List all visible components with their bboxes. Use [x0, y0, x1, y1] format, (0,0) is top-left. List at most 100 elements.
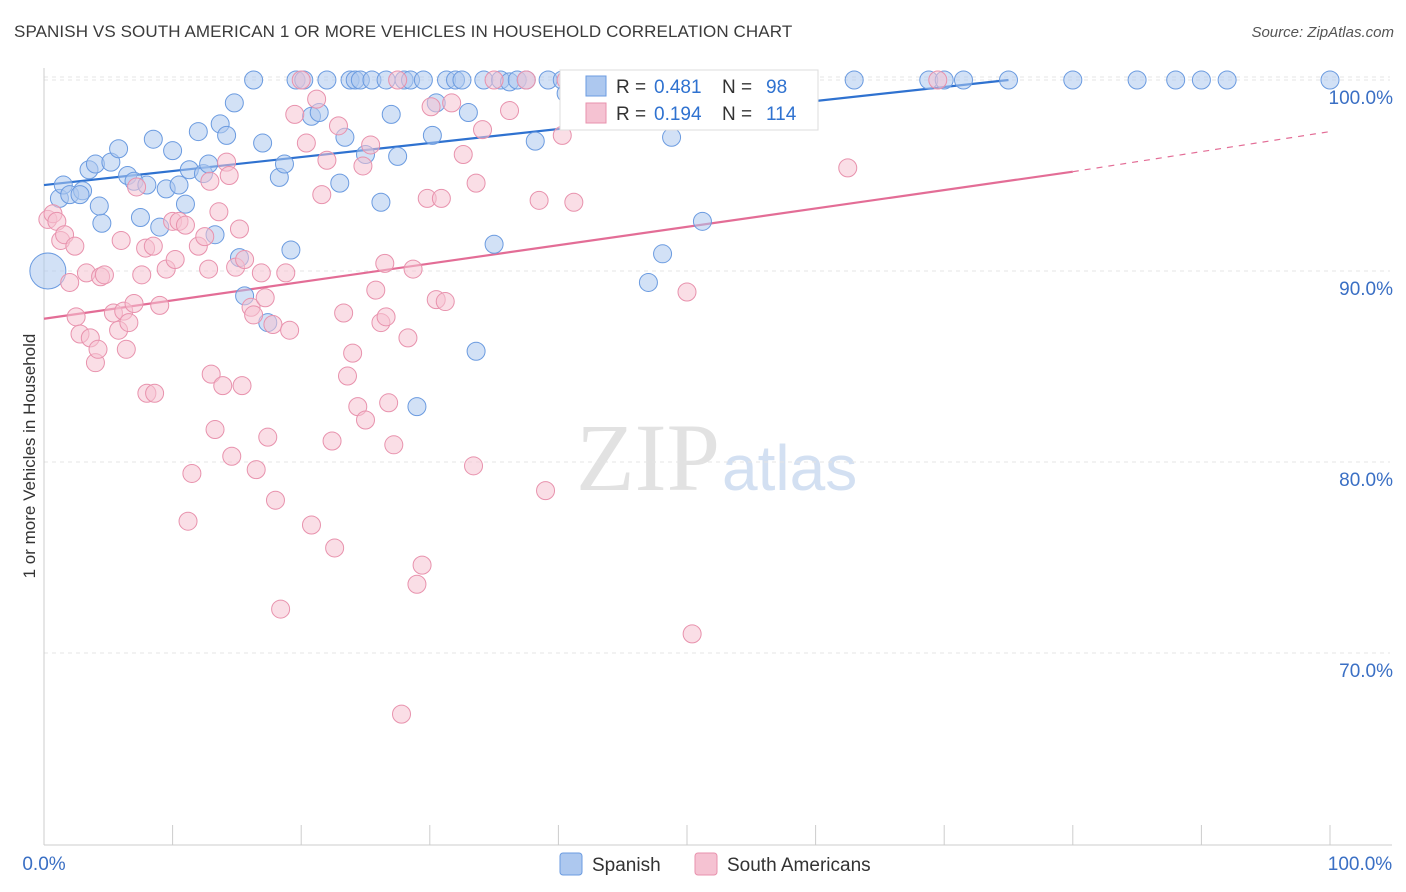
point-south-americans — [412, 555, 432, 575]
point-south-americans — [453, 144, 473, 164]
point-south-americans — [928, 70, 948, 90]
point-south-americans — [150, 295, 170, 315]
point-south-americans — [127, 177, 147, 197]
point-spanish — [413, 70, 433, 90]
point-south-americans — [301, 515, 321, 535]
stats-n-label-spanish: N = — [722, 77, 752, 98]
point-south-americans — [407, 574, 427, 594]
stats-legend: R = 0.481 N = 98 R = 0.194 N = 114 — [559, 69, 819, 131]
point-spanish — [188, 122, 208, 142]
point-south-americans — [384, 435, 404, 455]
point-south-americans — [276, 263, 296, 283]
point-south-americans — [124, 293, 144, 313]
point-south-americans — [232, 376, 252, 396]
point-south-americans — [94, 265, 114, 285]
point-south-americans — [285, 104, 305, 124]
legend-swatch-spanish — [559, 852, 583, 876]
point-spanish — [281, 240, 301, 260]
point-spanish — [330, 173, 350, 193]
point-south-americans — [516, 70, 536, 90]
point-south-americans — [838, 158, 858, 178]
stats-swatch-spanish — [585, 75, 607, 97]
legend-label-spanish: Spanish — [592, 855, 661, 876]
point-spanish — [525, 131, 545, 151]
point-south-americans — [143, 236, 163, 256]
point-spanish — [407, 397, 427, 417]
point-south-americans — [200, 171, 220, 191]
point-south-americans — [244, 305, 264, 325]
point-south-americans — [403, 259, 423, 279]
stats-swatch-south-americans — [585, 102, 607, 124]
y-tick-label: 70.0% — [1339, 661, 1393, 682]
point-south-americans — [356, 410, 375, 430]
point-spanish — [70, 185, 90, 205]
watermark: ZIP atlas — [576, 404, 857, 511]
point-south-americans — [442, 93, 462, 113]
stats-r-value-spanish: 0.481 — [654, 77, 702, 98]
trend-line-south-americans — [43, 170, 1073, 320]
point-spanish — [458, 102, 478, 122]
point-south-americans — [175, 215, 195, 235]
point-south-americans — [484, 70, 504, 90]
point-south-americans — [322, 431, 342, 451]
point-spanish — [1063, 70, 1083, 90]
point-south-americans — [265, 490, 285, 510]
point-south-americans — [421, 97, 441, 117]
tick-labels: 70.0% 80.0% 90.0% 100.0% 0.0% 100.0% — [22, 88, 1393, 875]
point-spanish — [1191, 70, 1211, 90]
point-south-americans — [66, 307, 86, 327]
point-south-americans — [366, 280, 386, 300]
point-south-americans — [392, 704, 412, 724]
point-south-americans — [213, 376, 233, 396]
point-south-americans — [376, 307, 396, 327]
point-spanish — [1217, 70, 1237, 90]
source-attribution: Source: ZipAtlas.com — [1251, 24, 1394, 41]
point-south-americans — [263, 314, 283, 334]
point-south-americans — [88, 339, 108, 359]
point-south-americans — [219, 166, 239, 185]
point-spanish — [653, 244, 673, 264]
watermark-atlas: atlas — [722, 432, 857, 504]
point-south-americans — [361, 135, 381, 155]
point-spanish — [92, 213, 112, 233]
point-south-americans — [116, 339, 136, 359]
stats-n-value-south-americans: 114 — [766, 104, 797, 125]
y-tick-label: 90.0% — [1339, 279, 1393, 300]
legend-swatch-south-americans — [694, 852, 718, 876]
point-south-americans — [296, 133, 316, 153]
point-south-americans — [209, 202, 229, 222]
point-south-americans — [328, 116, 348, 136]
point-south-americans — [65, 236, 85, 256]
x-tick-label-start: 0.0% — [22, 854, 65, 875]
stats-n-label-south-americans: N = — [722, 104, 752, 125]
point-south-americans — [464, 456, 484, 476]
point-spanish — [224, 93, 244, 113]
point-spanish — [89, 196, 109, 216]
point-south-americans — [398, 328, 418, 348]
point-spanish — [253, 133, 273, 153]
point-south-americans — [312, 185, 332, 205]
point-south-americans — [182, 463, 202, 483]
point-south-americans — [466, 173, 486, 193]
point-south-americans — [178, 511, 198, 531]
point-spanish — [638, 272, 658, 292]
point-spanish — [388, 146, 408, 166]
point-south-americans — [307, 89, 327, 109]
point-spanish — [371, 192, 391, 212]
point-spanish — [1166, 70, 1186, 90]
point-south-americans — [205, 420, 225, 440]
point-spanish — [274, 154, 294, 174]
watermark-zip: ZIP — [576, 404, 720, 511]
y-tick-label: 100.0% — [1329, 88, 1394, 109]
point-spanish — [317, 70, 337, 90]
point-south-americans — [529, 190, 549, 210]
point-spanish — [484, 234, 504, 254]
point-spanish — [1320, 70, 1340, 90]
point-south-americans — [536, 481, 556, 501]
x-tick-label-end: 100.0% — [1328, 854, 1393, 875]
point-spanish — [1127, 70, 1147, 90]
point-south-americans — [251, 263, 271, 283]
point-spanish — [143, 129, 163, 149]
legend-label-south-americans: South Americans — [727, 855, 871, 876]
